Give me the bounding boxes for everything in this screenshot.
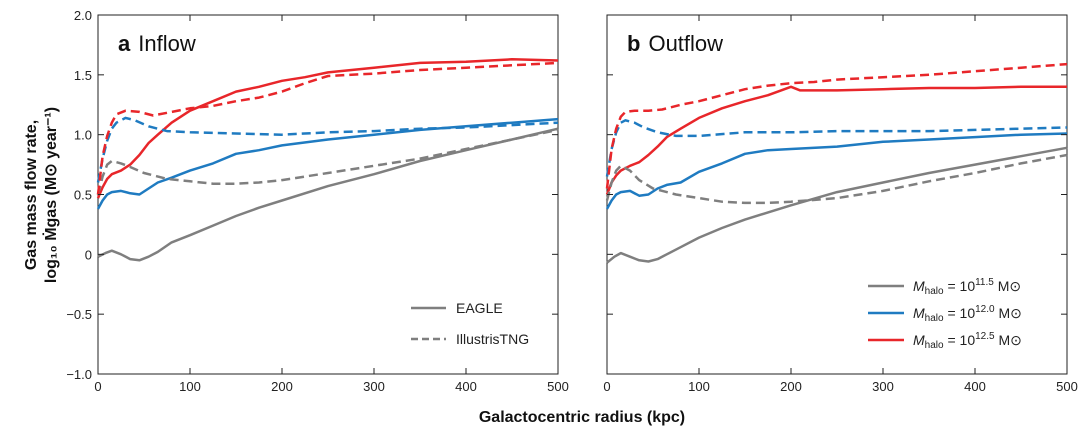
series-line-illustristng-halo-11-5	[605, 153, 1068, 205]
y-axis-label-line1: Gas mass flow rate,	[23, 120, 40, 270]
legend-sup: 12.5	[975, 331, 995, 342]
x-tick-label: 500	[547, 379, 569, 394]
x-tick-label: 300	[872, 379, 894, 394]
x-axis-label: Galactocentric radius (kpc)	[479, 409, 685, 426]
x-tick-label: 0	[603, 379, 610, 394]
x-tick-label: 400	[455, 379, 477, 394]
series-line-illustristng-halo-12-5	[96, 61, 559, 195]
series-line-illustristng-halo-11-5	[96, 128, 559, 195]
panel-a-ticks: 0 100 200 300 400 500 −1.0 −0.5 0 0.5 1.0 1.5 2.0	[66, 8, 569, 394]
legend-eq: = 10	[944, 278, 976, 294]
y-tick-label: −1.0	[66, 367, 92, 382]
series-line-illustristng-halo-12-0	[96, 116, 559, 183]
x-tick-label: 100	[179, 379, 201, 394]
legend-sub: halo	[925, 340, 944, 351]
panel-b-label: b Outflow	[627, 31, 723, 56]
legend-eq: = 10	[944, 305, 976, 321]
y-tick-label: 1.0	[74, 128, 92, 143]
y-tick-label: 0	[85, 247, 92, 262]
series-line-eagle-halo-12-0	[96, 117, 559, 210]
panel-b-legend: Mhalo = 1011.5 M⊙ Mhalo = 1012.0 M⊙ Mhal…	[868, 277, 1022, 351]
series-line-eagle-halo-11-5	[97, 127, 559, 262]
y-tick-label: 1.5	[74, 68, 92, 83]
legend-unit: M⊙	[995, 305, 1022, 321]
y-axis-label-line2: log₁₀ Ṁgas (M⊙ year⁻¹)	[42, 107, 60, 283]
legend-sup: 12.0	[975, 304, 995, 315]
panel-b-ticks: 0 100 200 300 400 500	[603, 14, 1078, 394]
series-line-eagle-halo-12-0	[605, 132, 1068, 210]
x-tick-label: 200	[780, 379, 802, 394]
y-tick-label: −0.5	[66, 307, 92, 322]
legend-m: M	[913, 278, 925, 294]
legend-sub: halo	[925, 286, 944, 297]
x-tick-label: 400	[964, 379, 986, 394]
y-tick-label: 2.0	[74, 8, 92, 23]
legend-eq: = 10	[944, 332, 976, 348]
panel-b-letter: b	[627, 31, 640, 56]
series-line-eagle-halo-12-5	[96, 58, 559, 199]
legend-m: M	[913, 332, 925, 348]
x-tick-label: 500	[1056, 379, 1078, 394]
legend-label-illustristng: IllustrisTNG	[456, 331, 529, 347]
legend-label-halo-12-5: Mhalo = 1012.5 M⊙	[913, 331, 1022, 351]
x-tick-label: 100	[688, 379, 710, 394]
legend-sup: 11.5	[975, 277, 994, 288]
legend-m: M	[913, 305, 925, 321]
panel-b-series	[605, 62, 1068, 264]
panel-b-title: Outflow	[648, 31, 723, 56]
legend-label-halo-11-5: Mhalo = 1011.5 M⊙	[913, 277, 1021, 297]
legend-label-halo-12-0: Mhalo = 1012.0 M⊙	[913, 304, 1022, 324]
panel-a-letter: a	[118, 31, 131, 56]
panel-a-frame	[97, 14, 559, 375]
x-tick-label: 200	[271, 379, 293, 394]
legend-unit: M⊙	[994, 278, 1021, 294]
legend-unit: M⊙	[995, 332, 1022, 348]
x-tick-label: 0	[94, 379, 101, 394]
panel-a-label: a Inflow	[118, 31, 196, 56]
panel-a-series	[96, 58, 559, 262]
panel-a-legend: EAGLE IllustrisTNG	[411, 300, 529, 347]
series-line-eagle-halo-11-5	[606, 146, 1068, 264]
series-line-illustristng-halo-12-5	[605, 62, 1068, 189]
x-tick-label: 300	[363, 379, 385, 394]
y-tick-label: 0.5	[74, 188, 92, 203]
series-line-eagle-halo-12-5	[605, 85, 1067, 195]
panel-a-title: Inflow	[138, 31, 196, 56]
legend-sub: halo	[925, 313, 944, 324]
legend-label-eagle: EAGLE	[456, 300, 503, 316]
panel-b-outflow: 0 100 200 300 400 500 b Outflow Mhalo = 1011.5…	[603, 14, 1078, 394]
